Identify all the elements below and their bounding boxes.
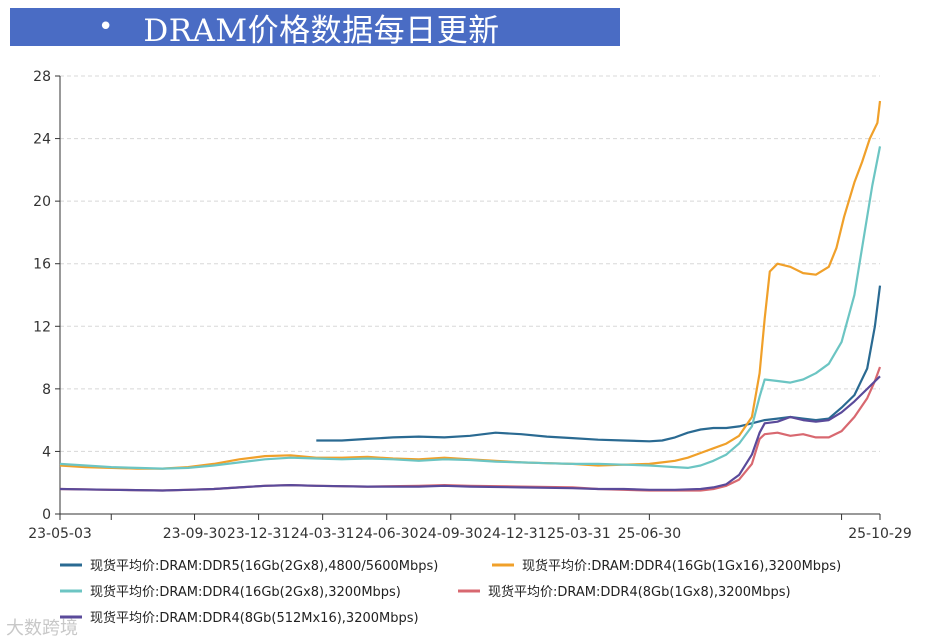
x-tick-label: 23-05-03 (28, 526, 92, 542)
series-line-0 (316, 285, 882, 443)
y-tick-label: 4 (42, 444, 51, 460)
series-line-4 (59, 375, 881, 492)
y-tick-label: 28 (33, 69, 51, 85)
x-tick-label: 24-09-30 (419, 526, 483, 542)
x-tick-label: 23-09-30 (163, 526, 227, 542)
x-tick-label: 24-12-31 (483, 526, 547, 542)
series-line-1 (59, 100, 882, 470)
y-tick-label: 12 (33, 319, 51, 335)
x-tick-label: 24-06-30 (355, 526, 419, 542)
series-line-2 (59, 146, 882, 470)
legend-label-1: 现货平均价:DRAM:DDR4(16Gb(1Gx16),3200Mbps) (522, 558, 841, 574)
y-tick-label: 16 (33, 257, 51, 273)
x-tick-label: 25-10-29 (848, 526, 912, 542)
slide-title-bar: • DRAM价格数据每日更新 (10, 8, 620, 49)
slide-title: DRAM价格数据每日更新 (143, 12, 500, 49)
y-tick-label: 24 (33, 132, 51, 148)
chart-grid (60, 75, 880, 452)
y-tick-label: 20 (33, 194, 51, 210)
legend-label-3: 现货平均价:DRAM:DDR4(8Gb(1Gx8),3200Mbps) (488, 584, 791, 600)
chart-series-lines (59, 100, 882, 492)
x-tick-label: 25-03-31 (547, 526, 611, 542)
legend-label-2: 现货平均价:DRAM:DDR4(16Gb(2Gx8),3200Mbps) (90, 584, 401, 600)
x-tick-label: 25-06-30 (618, 526, 682, 542)
y-tick-label: 0 (42, 507, 51, 523)
title-bullet: • (98, 12, 114, 42)
x-tick-label: 24-03-31 (291, 526, 355, 542)
legend-label-0: 现货平均价:DRAM:DDR5(16Gb(2Gx8),4800/5600Mbps… (90, 558, 438, 574)
watermark: 大数跨境 (6, 618, 78, 639)
chart-legend: 现货平均价:DRAM:DDR5(16Gb(2Gx8),4800/5600Mbps… (60, 558, 841, 626)
legend-label-4: 现货平均价:DRAM:DDR4(8Gb(512Mx16),3200Mbps) (90, 610, 419, 626)
x-tick-label: 23-12-31 (227, 526, 291, 542)
y-tick-label: 8 (42, 382, 51, 398)
